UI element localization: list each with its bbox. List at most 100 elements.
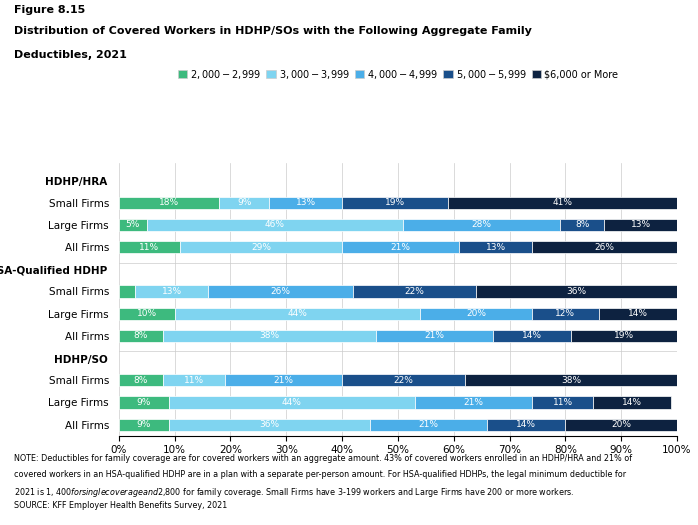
Text: 9%: 9%: [237, 198, 251, 207]
Text: Deductibles, 2021: Deductibles, 2021: [14, 50, 127, 60]
Text: 20%: 20%: [466, 309, 486, 318]
Text: 12%: 12%: [556, 309, 575, 318]
Bar: [448, 196, 677, 209]
Bar: [532, 396, 593, 408]
Bar: [174, 308, 420, 320]
Text: 14%: 14%: [628, 309, 648, 318]
Bar: [219, 196, 269, 209]
Bar: [487, 418, 565, 430]
Text: 41%: 41%: [553, 198, 572, 207]
Bar: [465, 374, 677, 386]
Text: 36%: 36%: [260, 420, 279, 429]
Text: 26%: 26%: [595, 243, 614, 251]
Bar: [119, 330, 163, 342]
Text: 22%: 22%: [405, 287, 424, 296]
Bar: [571, 330, 677, 342]
Text: 20%: 20%: [611, 420, 631, 429]
Bar: [493, 330, 571, 342]
Text: 8%: 8%: [134, 376, 148, 385]
Bar: [119, 396, 169, 408]
Bar: [532, 241, 677, 253]
Text: 11%: 11%: [553, 398, 572, 407]
Text: 22%: 22%: [394, 376, 413, 385]
Text: 8%: 8%: [575, 220, 589, 229]
Text: 38%: 38%: [561, 376, 581, 385]
Bar: [560, 219, 604, 231]
Bar: [169, 396, 415, 408]
Text: 5%: 5%: [126, 220, 140, 229]
Text: 46%: 46%: [265, 220, 285, 229]
Bar: [599, 308, 677, 320]
Text: 14%: 14%: [522, 331, 542, 340]
Text: 19%: 19%: [614, 331, 634, 340]
Bar: [565, 418, 677, 430]
Text: 9%: 9%: [137, 398, 151, 407]
Text: 36%: 36%: [567, 287, 586, 296]
Text: 19%: 19%: [385, 198, 405, 207]
Text: 21%: 21%: [391, 243, 410, 251]
Bar: [353, 286, 476, 298]
Legend: $2,000 - $2,999, $3,000 - $3,999, $4,000 - $4,999, $5,000 - $5,999, $6,000 or Mo: $2,000 - $2,999, $3,000 - $3,999, $4,000…: [174, 64, 622, 85]
Bar: [370, 418, 487, 430]
Bar: [593, 396, 671, 408]
Text: 13%: 13%: [631, 220, 651, 229]
Text: 13%: 13%: [296, 198, 315, 207]
Bar: [169, 418, 370, 430]
Bar: [476, 286, 677, 298]
Text: 18%: 18%: [159, 198, 179, 207]
Text: 26%: 26%: [271, 287, 290, 296]
Text: 21%: 21%: [424, 331, 444, 340]
Bar: [119, 219, 147, 231]
Text: 11%: 11%: [184, 376, 204, 385]
Bar: [180, 241, 342, 253]
Text: 14%: 14%: [517, 420, 536, 429]
Bar: [342, 241, 459, 253]
Text: 28%: 28%: [472, 220, 491, 229]
Bar: [119, 286, 135, 298]
Text: 10%: 10%: [137, 309, 156, 318]
Bar: [119, 196, 219, 209]
Text: 8%: 8%: [134, 331, 148, 340]
Text: Distribution of Covered Workers in HDHP/SOs with the Following Aggregate Family: Distribution of Covered Workers in HDHP/…: [14, 26, 532, 36]
Bar: [208, 286, 353, 298]
Text: HDHP/SO: HDHP/SO: [54, 355, 107, 365]
Text: 29%: 29%: [251, 243, 271, 251]
Text: HSA-Qualified HDHP: HSA-Qualified HDHP: [0, 266, 107, 276]
Text: HDHP/HRA: HDHP/HRA: [45, 177, 107, 187]
Text: 14%: 14%: [623, 398, 642, 407]
Bar: [342, 196, 448, 209]
Bar: [119, 418, 169, 430]
Text: SOURCE: KFF Employer Health Benefits Survey, 2021: SOURCE: KFF Employer Health Benefits Sur…: [14, 501, 228, 510]
Text: NOTE: Deductibles for family coverage are for covered workers with an aggregate : NOTE: Deductibles for family coverage ar…: [14, 454, 632, 463]
Bar: [532, 308, 599, 320]
Bar: [403, 219, 560, 231]
Bar: [225, 374, 342, 386]
Text: covered workers in an HSA-qualified HDHP are in a plan with a separate per-perso: covered workers in an HSA-qualified HDHP…: [14, 470, 626, 479]
Bar: [342, 374, 465, 386]
Text: 44%: 44%: [282, 398, 302, 407]
Bar: [163, 374, 225, 386]
Text: 13%: 13%: [486, 243, 505, 251]
Bar: [163, 330, 376, 342]
Bar: [604, 219, 677, 231]
Text: Figure 8.15: Figure 8.15: [14, 5, 85, 15]
Text: 21%: 21%: [274, 376, 293, 385]
Text: 9%: 9%: [137, 420, 151, 429]
Bar: [376, 330, 493, 342]
Bar: [119, 374, 163, 386]
Bar: [135, 286, 208, 298]
Bar: [119, 308, 174, 320]
Bar: [415, 396, 532, 408]
Bar: [420, 308, 532, 320]
Text: 38%: 38%: [260, 331, 279, 340]
Bar: [147, 219, 403, 231]
Bar: [119, 241, 180, 253]
Text: 21%: 21%: [419, 420, 438, 429]
Text: 21%: 21%: [463, 398, 483, 407]
Text: 13%: 13%: [162, 287, 181, 296]
Bar: [269, 196, 342, 209]
Text: 11%: 11%: [140, 243, 159, 251]
Bar: [459, 241, 532, 253]
Text: 44%: 44%: [288, 309, 307, 318]
Text: 2021 is $1,400 for single coverage and $2,800 for family coverage. Small Firms h: 2021 is $1,400 for single coverage and $…: [14, 486, 574, 499]
